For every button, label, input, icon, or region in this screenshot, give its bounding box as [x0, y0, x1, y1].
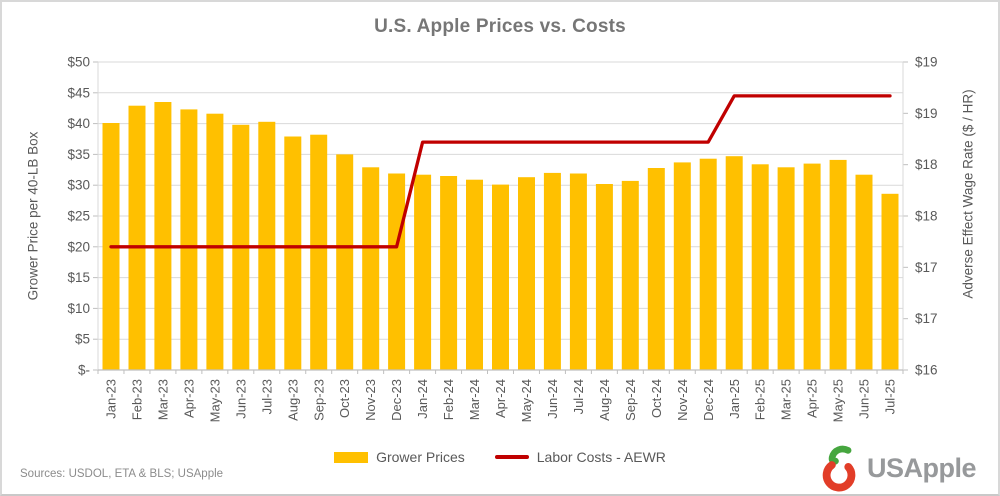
bar-Feb-25: [751, 164, 769, 370]
usapple-logo-text: USApple: [866, 453, 977, 483]
bar-Feb-24: [440, 176, 458, 370]
usapple-apple-icon: [822, 445, 856, 492]
left-axis-tick-label: $20: [67, 239, 90, 254]
x-tick-label: Jul-25: [883, 379, 898, 414]
right-axis-tick-label: $18: [915, 157, 938, 172]
x-tick-label: Feb-23: [130, 379, 145, 420]
bar-May-23: [206, 113, 224, 370]
bar-May-24: [518, 177, 535, 370]
legend-label-labor-costs: Labor Costs - AEWR: [536, 449, 666, 465]
x-tick-label: Jun-25: [857, 379, 872, 419]
bar-Dec-23: [388, 173, 406, 370]
left-axis-tick-label: $25: [67, 209, 90, 224]
x-tick-label: Jun-23: [233, 379, 248, 419]
x-tick-label: Sep-23: [311, 379, 326, 421]
x-tick-label: Sep-24: [623, 379, 638, 421]
bar-Apr-25: [803, 163, 821, 370]
x-tick-label: May-25: [831, 379, 846, 422]
x-tick-label: Feb-24: [441, 379, 456, 420]
bar-Jul-24: [569, 173, 587, 370]
x-tick-label: Jan-25: [727, 379, 742, 419]
x-tick-label: Mar-25: [779, 379, 794, 420]
left-axis-tick-label: $45: [67, 85, 90, 100]
bar-Mar-24: [466, 179, 483, 370]
chart-title: U.S. Apple Prices vs. Costs: [374, 16, 626, 37]
left-axis-tick-label: $10: [67, 301, 90, 316]
bar-Aug-24: [595, 184, 613, 370]
legend: Grower Prices Labor Costs - AEWR: [2, 449, 998, 465]
x-tick-label: Dec-23: [389, 379, 404, 421]
right-axis-tick-label: $18: [915, 209, 938, 224]
x-tick-label: Jan-24: [415, 379, 430, 419]
legend-item-labor-costs: Labor Costs - AEWR: [494, 449, 666, 465]
legend-bar-swatch: [334, 451, 369, 463]
x-tick-label: Jul-24: [571, 379, 586, 414]
usapple-logo: USApple: [818, 445, 977, 492]
bar-Mar-23: [154, 102, 172, 370]
bar-Aug-23: [284, 136, 302, 370]
left-axis-tick-label: $-: [78, 363, 90, 378]
legend-item-grower-prices: Grower Prices: [334, 449, 465, 465]
bar-Mar-25: [777, 167, 795, 370]
bar-Jan-25: [725, 156, 743, 370]
x-tick-label: Mar-24: [467, 379, 482, 420]
bar-Sep-23: [310, 134, 328, 370]
left-axis-tick-label: $40: [67, 116, 90, 131]
x-tick-label: Aug-24: [597, 379, 612, 421]
bar-Apr-24: [492, 184, 509, 370]
x-tick-label: May-23: [207, 379, 222, 422]
x-tick-label: Jun-24: [545, 379, 560, 419]
x-tick-label: Jan-23: [104, 379, 119, 419]
right-axis-tick-label: $16: [915, 363, 938, 378]
bar-May-25: [829, 159, 847, 370]
bar-Oct-23: [336, 154, 354, 370]
x-tick-label: Oct-24: [649, 379, 664, 418]
x-tick-label: Apr-23: [181, 379, 196, 418]
left-axis-tick-label: $15: [67, 270, 90, 285]
bar-Jun-24: [543, 172, 561, 370]
right-axis-tick-label: $19: [915, 106, 938, 121]
left-axis-tick-label: $50: [67, 55, 90, 70]
x-tick-label: Apr-25: [805, 379, 820, 418]
left-axis-tick-label: $30: [67, 178, 90, 193]
bar-Jun-25: [855, 174, 873, 370]
x-tick-label: Feb-25: [753, 379, 768, 420]
x-tick-label: Oct-23: [337, 379, 352, 418]
bar-Dec-24: [699, 158, 717, 370]
right-axis-tick-label: $17: [915, 311, 938, 326]
x-tick-label: Dec-24: [701, 379, 716, 421]
left-axis-tick-label: $35: [67, 147, 90, 162]
x-tick-label: May-24: [519, 379, 534, 422]
bar-Sep-24: [621, 180, 639, 370]
bar-Oct-24: [647, 168, 665, 370]
bar-Nov-23: [362, 167, 380, 370]
left-axis-tick-label: $5: [75, 332, 90, 347]
x-tick-label: Nov-23: [363, 379, 378, 421]
bar-Apr-23: [180, 109, 198, 371]
legend-line-swatch: [494, 455, 529, 459]
aewr-line: [109, 94, 892, 249]
x-tick-label: Aug-23: [285, 379, 300, 421]
x-tick-label: Nov-24: [675, 379, 690, 421]
bar-Feb-23: [128, 105, 146, 370]
right-axis-tick-label: $17: [915, 260, 938, 275]
x-tick-label: Apr-24: [493, 379, 508, 418]
x-tick-label: Jul-23: [259, 379, 274, 414]
bar-Jul-25: [881, 193, 899, 370]
legend-label-grower-prices: Grower Prices: [376, 449, 465, 465]
x-tick-label: Mar-23: [155, 379, 170, 420]
right-axis-tick-label: $19: [915, 55, 938, 70]
sources-note: Sources: USDOL, ETA & BLS; USApple: [20, 468, 224, 480]
bar-Jan-24: [414, 174, 432, 370]
bar-Nov-24: [673, 162, 691, 370]
